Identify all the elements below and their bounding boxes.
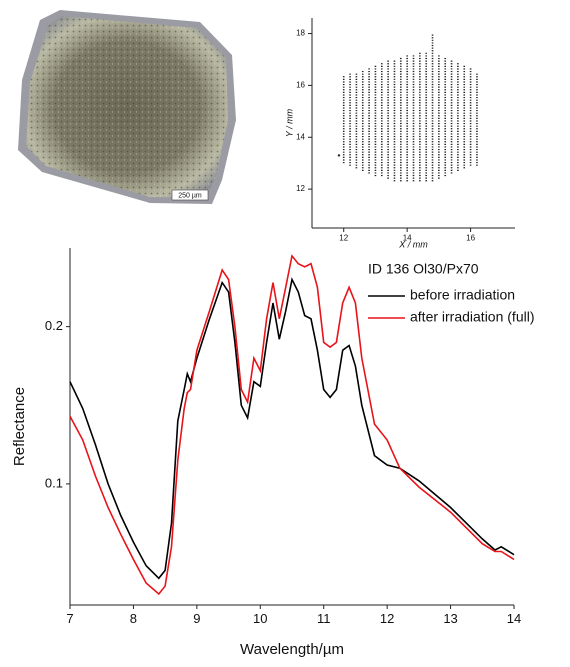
legend-label: after irradiation (full): [410, 309, 535, 325]
series-line: [69, 277, 515, 580]
x-tick-label: 8: [130, 611, 137, 626]
x-tick-label: 7: [66, 611, 73, 626]
sample-photo: 250 µm: [18, 10, 236, 204]
scale-label: 250 µm: [178, 192, 202, 199]
y-tick-label: 16: [296, 81, 305, 90]
x-axis-label: Wavelength/µm: [240, 641, 344, 658]
x-tick-label: 10: [253, 611, 267, 626]
x-tick-label: 14: [403, 234, 412, 243]
annotation: ID 136 Ol30/Px70: [368, 261, 479, 277]
x-tick-label: 16: [466, 234, 475, 243]
x-tick-label: 13: [443, 611, 457, 626]
scan-point: [337, 154, 341, 157]
legend-label: before irradiation: [410, 287, 515, 303]
scale-box: [171, 189, 209, 201]
y-tick-label: 0.1: [45, 475, 63, 490]
y-tick-label: 0.2: [45, 318, 63, 333]
x-tick-label: 12: [339, 234, 348, 243]
y-tick-label: 14: [296, 132, 305, 141]
y-axis-label: Reflectance: [11, 387, 28, 466]
sample-texture: [26, 16, 228, 198]
x-tick-label: 12: [380, 611, 394, 626]
y-tick-label: 12: [296, 184, 305, 193]
x-tick-label: 11: [317, 611, 331, 626]
series-line: [69, 254, 515, 596]
x-axis-label: X / mm: [398, 239, 428, 249]
x-tick-label: 9: [193, 611, 200, 626]
y-axis-label: Y / mm: [284, 108, 294, 137]
y-tick-label: 18: [296, 29, 305, 38]
x-tick-label: 14: [507, 611, 521, 626]
